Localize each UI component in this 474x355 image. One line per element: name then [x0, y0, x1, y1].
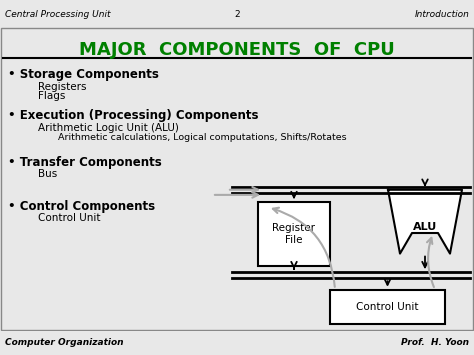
Text: • Control Components: • Control Components [8, 200, 155, 213]
Text: Flags: Flags [38, 91, 65, 101]
Text: Arithmetic calculations, Logical computations, Shifts/Rotates: Arithmetic calculations, Logical computa… [58, 133, 346, 142]
Text: Control Unit: Control Unit [356, 302, 419, 312]
Text: 2: 2 [234, 10, 240, 19]
Text: Arithmetic Logic Unit (ALU): Arithmetic Logic Unit (ALU) [38, 123, 179, 133]
Text: Central Processing Unit: Central Processing Unit [5, 10, 110, 19]
Text: Prof.  H. Yoon: Prof. H. Yoon [401, 338, 469, 348]
Text: • Transfer Components: • Transfer Components [8, 156, 162, 169]
Bar [258, 202, 330, 266]
Text: Computer Organization: Computer Organization [5, 338, 123, 348]
Text: • Execution (Processing) Components: • Execution (Processing) Components [8, 109, 258, 122]
Text: Bus: Bus [38, 169, 57, 179]
Polygon shape [388, 190, 462, 253]
Text: Control Unit: Control Unit [38, 213, 100, 223]
Text: Introduction: Introduction [414, 10, 469, 19]
Text: Registers: Registers [38, 82, 86, 92]
Text: Register
File: Register File [273, 223, 316, 245]
Text: ALU: ALU [413, 222, 437, 232]
Bar [330, 290, 445, 324]
Text: MAJOR  COMPONENTS  OF  CPU: MAJOR COMPONENTS OF CPU [79, 42, 395, 59]
Text: • Storage Components: • Storage Components [8, 68, 159, 81]
